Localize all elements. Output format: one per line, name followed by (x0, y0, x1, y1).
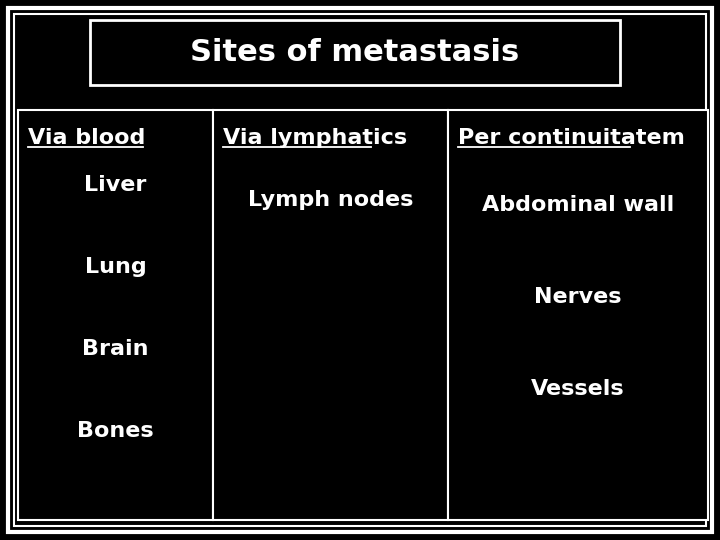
Text: Liver: Liver (84, 175, 147, 195)
Text: Via lymphatics: Via lymphatics (223, 128, 407, 148)
Text: Brain: Brain (82, 339, 149, 359)
Text: Sites of metastasis: Sites of metastasis (190, 38, 520, 67)
Text: Abdominal wall: Abdominal wall (482, 195, 674, 215)
Text: Lung: Lung (85, 257, 146, 277)
Text: Nerves: Nerves (534, 287, 622, 307)
Text: Per continuitatem: Per continuitatem (458, 128, 685, 148)
Bar (90, 20, 620, 85)
Text: Via blood: Via blood (28, 128, 145, 148)
Text: Bones: Bones (77, 421, 154, 441)
Text: Vessels: Vessels (531, 379, 625, 399)
Bar (213, 110, 448, 520)
Bar (448, 110, 708, 520)
Text: Lymph nodes: Lymph nodes (248, 190, 413, 210)
Bar (18, 110, 213, 520)
